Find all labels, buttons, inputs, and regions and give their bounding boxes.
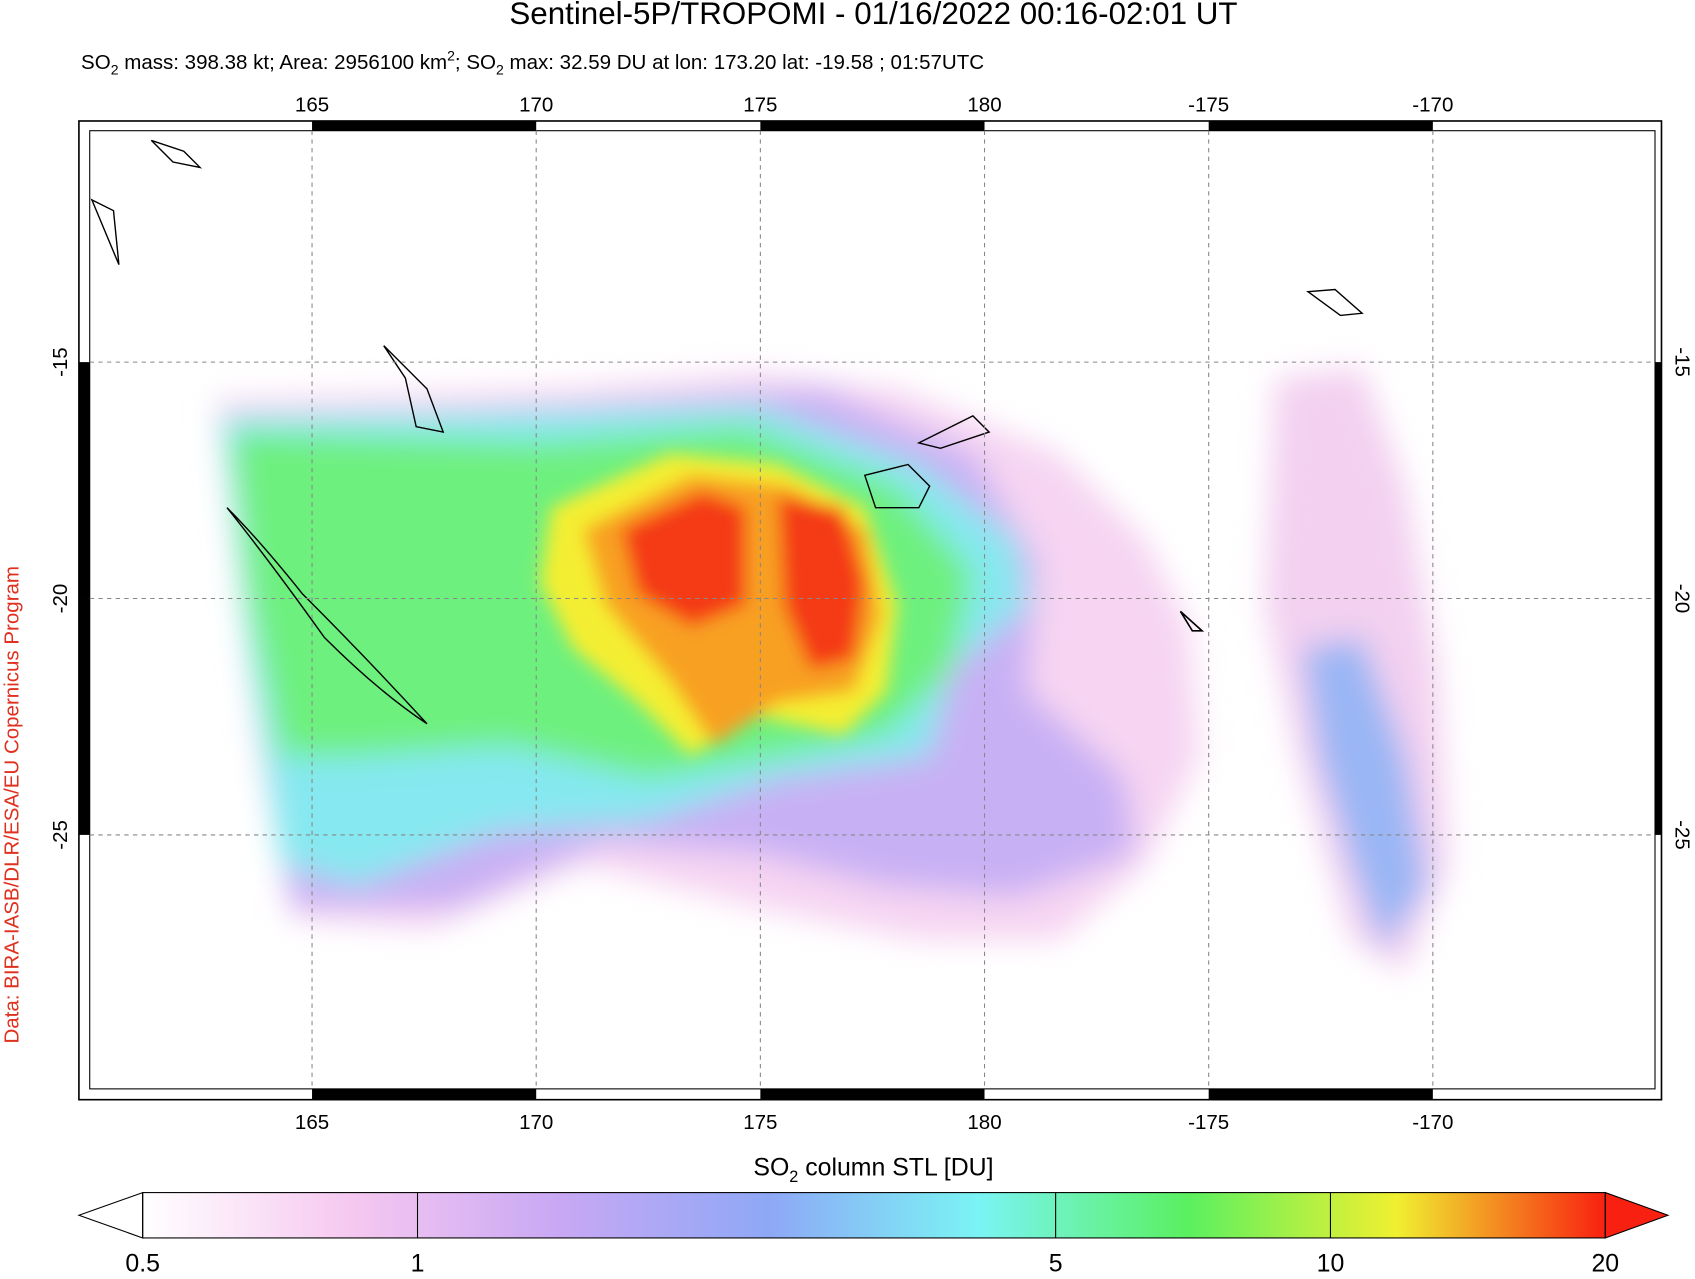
x-tick-label-top: -170 xyxy=(1412,93,1453,116)
colorbar-tick-label: 1 xyxy=(411,1250,425,1277)
frame-bar xyxy=(1208,1088,1433,1100)
frame-bar xyxy=(1655,598,1662,835)
frame-bar xyxy=(78,598,90,835)
y-tick-label-left: -20 xyxy=(49,584,72,614)
x-tick-label-top: -175 xyxy=(1188,93,1229,116)
frame-bar xyxy=(760,120,985,131)
y-tick-label-left: -25 xyxy=(49,820,72,850)
x-tick-label-bottom: -175 xyxy=(1188,1111,1229,1134)
subtitle-part: 2 xyxy=(111,62,119,78)
subtitle-part: 2 xyxy=(496,62,504,78)
x-tick-label-top: 180 xyxy=(967,93,1001,116)
label-part: SO xyxy=(753,1154,789,1181)
frame-bar xyxy=(78,362,90,599)
x-tick-label-top: 170 xyxy=(519,93,553,116)
y-tick-label-right: -25 xyxy=(1671,820,1694,850)
y-tick-label-left: -15 xyxy=(49,347,72,377)
x-tick-label-bottom: 180 xyxy=(967,1111,1001,1134)
frame-bar xyxy=(312,120,537,131)
subtitle: SO2 mass: 398.38 kt; Area: 2956100 km2; … xyxy=(81,47,984,77)
frame-bar xyxy=(1655,362,1662,599)
subtitle-part: 2 xyxy=(447,47,455,63)
x-tick-label-top: 175 xyxy=(743,93,777,116)
subtitle-part: SO xyxy=(81,51,111,74)
x-tick-label-bottom: 170 xyxy=(519,1111,553,1134)
colorbar-tick-label: 5 xyxy=(1049,1250,1063,1277)
colorbar-tick-label: 20 xyxy=(1591,1250,1619,1277)
y-tick-label-right: -20 xyxy=(1671,584,1694,614)
label-part: 2 xyxy=(789,1168,798,1186)
frame-bar xyxy=(312,1088,537,1100)
x-tick-label-bottom: 175 xyxy=(743,1111,777,1134)
x-tick-label-bottom: -170 xyxy=(1412,1111,1453,1134)
credit: Data: BIRA-IASB/DLR/ESA/EU Copernicus Pr… xyxy=(0,566,23,1044)
title: Sentinel-5P/TROPOMI - 01/16/2022 00:16-0… xyxy=(509,0,1237,31)
x-tick-label-bottom: 165 xyxy=(295,1111,329,1134)
so2-plume xyxy=(90,139,1449,973)
subtitle-part: max: 32.59 DU at lon: 173.20 lat: -19.58… xyxy=(504,51,984,74)
colorbar-label: SO2 column STL [DU] xyxy=(753,1154,993,1185)
label-part: column STL [DU] xyxy=(798,1154,993,1181)
colorbar-tick-label: 10 xyxy=(1317,1250,1345,1277)
colorbar xyxy=(142,1192,1606,1239)
frame-bar xyxy=(1208,120,1433,131)
colorbar-under xyxy=(77,1191,144,1239)
subtitle-part: ; SO xyxy=(455,51,496,74)
subtitle-part: mass: 398.38 kt; Area: 2956100 km xyxy=(119,51,448,74)
colorbar-over xyxy=(1604,1191,1670,1239)
colorbar-tick-label: 0.5 xyxy=(125,1250,160,1277)
y-tick-label-right: -15 xyxy=(1671,347,1694,377)
x-tick-label-top: 165 xyxy=(295,93,329,116)
frame-bar xyxy=(760,1088,985,1100)
